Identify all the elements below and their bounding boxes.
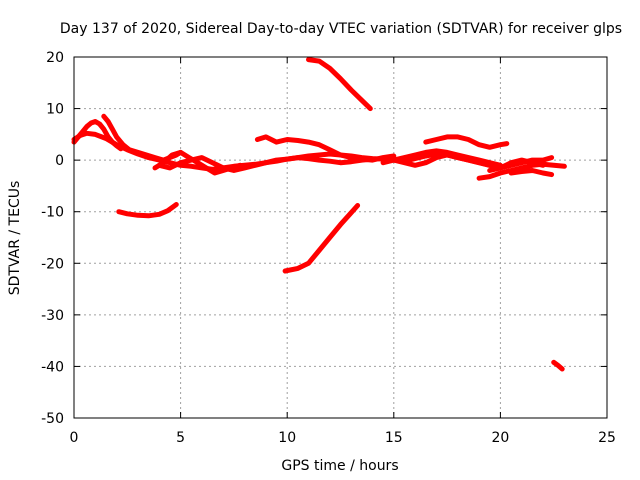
y-tick-label-0: -50 (41, 411, 64, 427)
series-arc-10 (380, 148, 503, 168)
series-arc-7 (254, 134, 397, 163)
x-tick-label-0: 0 (70, 430, 79, 446)
data-series (71, 57, 567, 372)
x-tick-label-1: 5 (176, 430, 185, 446)
series-arc-13 (476, 161, 567, 181)
chart-title: Day 137 of 2020, Sidereal Day-to-day VTE… (60, 21, 622, 37)
y-tick-label-2: -30 (41, 308, 64, 324)
grid-lines (74, 57, 607, 418)
x-tick-label-5: 25 (598, 430, 616, 446)
x-tick-labels: 0 5 10 15 20 25 (70, 430, 616, 446)
y-tick-label-3: -20 (41, 256, 64, 272)
y-tick-label-6: 10 (46, 102, 64, 118)
y-tick-label-7: 20 (46, 50, 64, 66)
series-arc-16 (551, 359, 565, 372)
series-arc-8 (306, 57, 373, 112)
axis-ticks (73, 56, 608, 419)
plot-frame (73, 56, 608, 419)
x-tick-label-2: 10 (278, 430, 296, 446)
x-tick-label-3: 15 (385, 430, 403, 446)
y-tick-label-4: -10 (41, 205, 64, 221)
x-tick-label-4: 20 (491, 430, 509, 446)
series-arc-11 (423, 134, 510, 150)
y-tick-label-1: -40 (41, 359, 64, 375)
series-arc-9 (282, 203, 361, 274)
x-axis-label: GPS time / hours (281, 458, 398, 474)
series-arc-14 (487, 157, 546, 173)
series-arc-15 (508, 168, 555, 178)
y-tick-label-5: 0 (55, 153, 64, 169)
y-axis-label: SDTVAR / TECUs (7, 181, 23, 296)
series-arc-5 (152, 149, 243, 176)
series-arc-6 (116, 202, 179, 219)
y-tick-labels: -50 -40 -30 -20 -10 0 10 20 (41, 50, 64, 427)
